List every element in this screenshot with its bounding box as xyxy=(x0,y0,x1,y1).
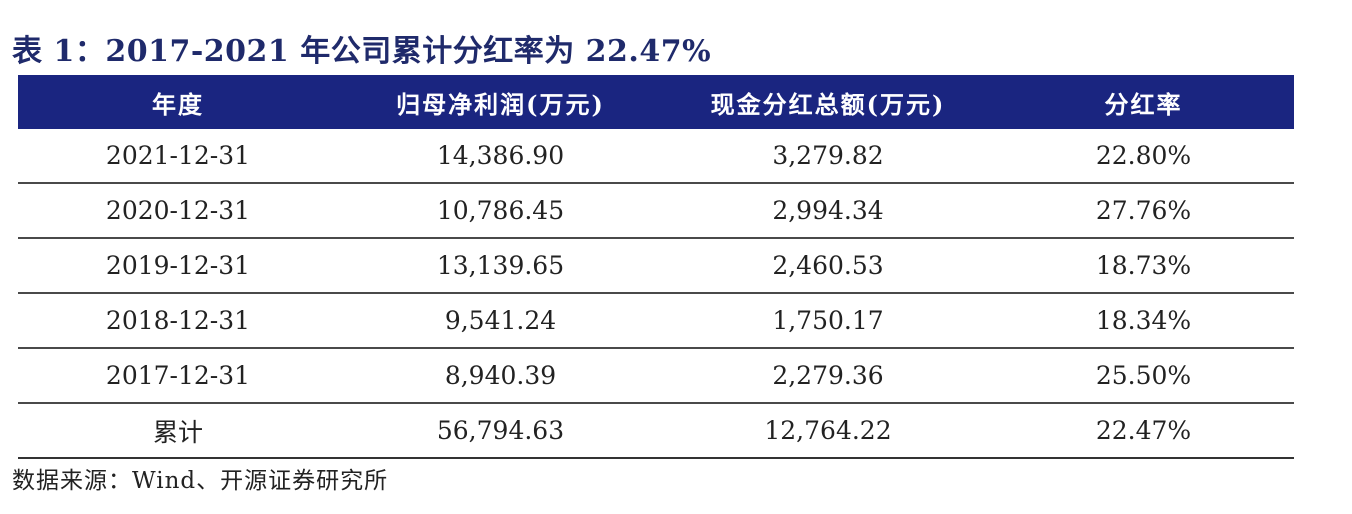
cell-payout-ratio: 18.34% xyxy=(993,293,1294,349)
cell-net-profit: 8,940.39 xyxy=(338,348,663,404)
cell-cash-dividend: 2,460.53 xyxy=(663,238,993,294)
table-row: 2017-12-31 8,940.39 2,279.36 25.50% xyxy=(18,348,1294,404)
cell-cash-dividend: 1,750.17 xyxy=(663,293,993,349)
cell-payout-ratio: 22.47% xyxy=(993,403,1294,459)
cell-net-profit: 56,794.63 xyxy=(338,403,663,459)
cell-payout-ratio: 27.76% xyxy=(993,183,1294,239)
cell-net-profit: 14,386.90 xyxy=(338,129,663,184)
cell-net-profit: 13,139.65 xyxy=(338,238,663,294)
header-cash-dividend: 现金分红总额(万元) xyxy=(663,75,993,129)
dividend-table: 年度 归母净利润(万元) 现金分红总额(万元) 分红率 2021-12-31 1… xyxy=(18,75,1294,459)
table-row: 2019-12-31 13,139.65 2,460.53 18.73% xyxy=(18,238,1294,294)
table-row-total: 累计 56,794.63 12,764.22 22.47% xyxy=(18,403,1294,459)
table-row: 2021-12-31 14,386.90 3,279.82 22.80% xyxy=(18,129,1294,184)
cell-year: 2019-12-31 xyxy=(18,238,338,294)
table-row: 2018-12-31 9,541.24 1,750.17 18.34% xyxy=(18,293,1294,349)
cell-payout-ratio: 18.73% xyxy=(993,238,1294,294)
cell-year: 2017-12-31 xyxy=(18,348,338,404)
cell-cash-dividend: 12,764.22 xyxy=(663,403,993,459)
header-net-profit: 归母净利润(万元) xyxy=(338,75,663,129)
cell-cash-dividend: 3,279.82 xyxy=(663,129,993,184)
table-header-row: 年度 归母净利润(万元) 现金分红总额(万元) 分红率 xyxy=(18,75,1294,129)
cell-payout-ratio: 25.50% xyxy=(993,348,1294,404)
table-title: 表 1：2017-2021 年公司累计分红率为 22.47% xyxy=(12,34,712,69)
cell-payout-ratio: 22.80% xyxy=(993,129,1294,184)
cell-year: 2021-12-31 xyxy=(18,129,338,184)
cell-net-profit: 9,541.24 xyxy=(338,293,663,349)
data-source-note: 数据来源：Wind、开源证券研究所 xyxy=(12,468,389,494)
cell-year: 累计 xyxy=(18,403,338,459)
cell-cash-dividend: 2,994.34 xyxy=(663,183,993,239)
cell-net-profit: 10,786.45 xyxy=(338,183,663,239)
cell-year: 2018-12-31 xyxy=(18,293,338,349)
cell-cash-dividend: 2,279.36 xyxy=(663,348,993,404)
header-payout-ratio: 分红率 xyxy=(993,75,1294,129)
cell-year: 2020-12-31 xyxy=(18,183,338,239)
header-year: 年度 xyxy=(18,75,338,129)
table-row: 2020-12-31 10,786.45 2,994.34 27.76% xyxy=(18,183,1294,239)
